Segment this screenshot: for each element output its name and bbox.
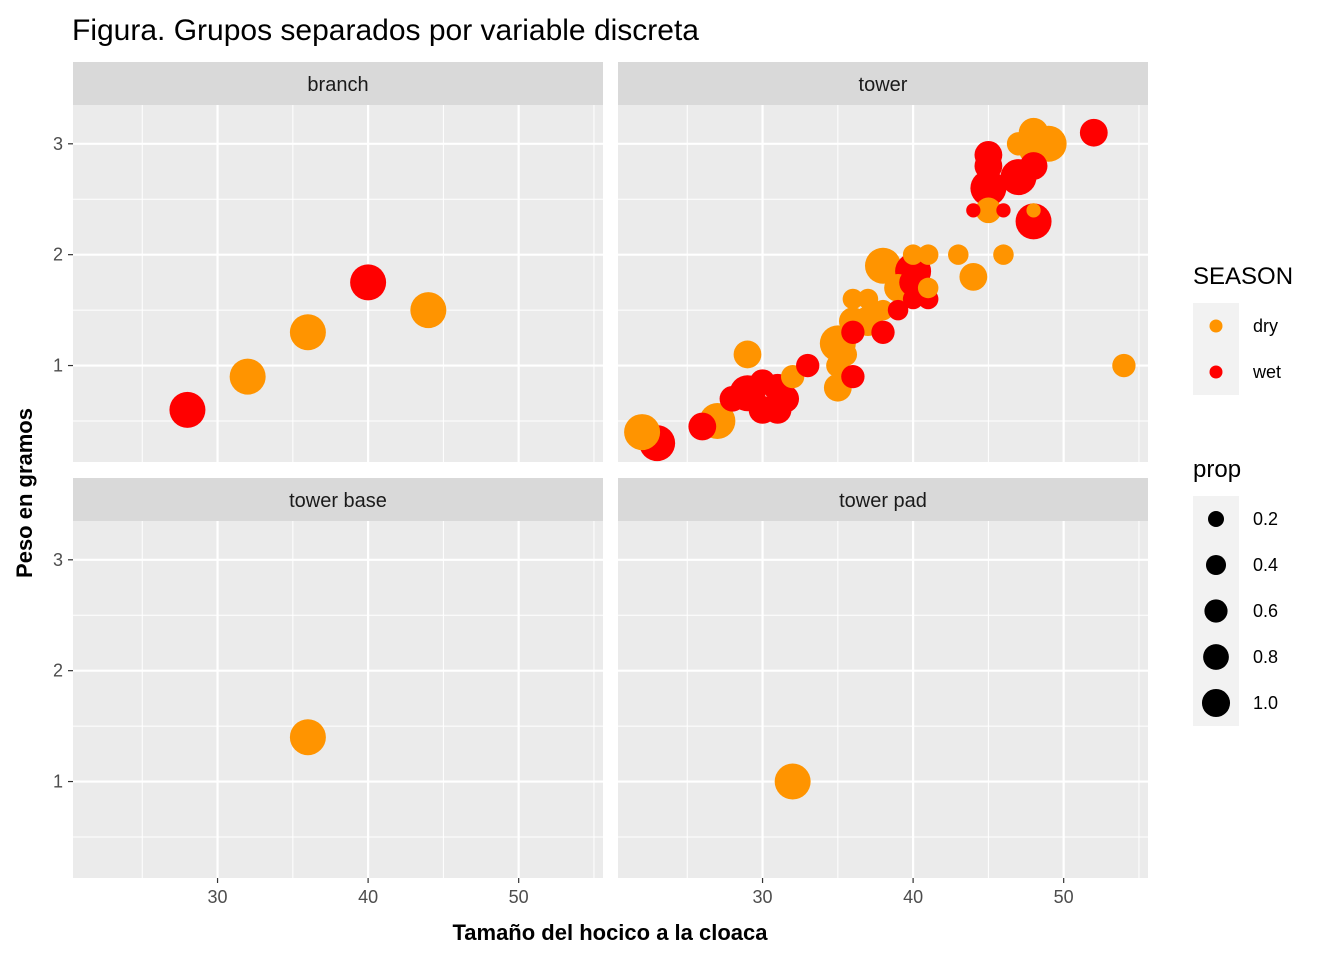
data-point-wet [796,353,820,378]
color-legend-title: SEASON [1193,263,1293,290]
facet-panel: tower base [73,478,603,878]
data-point-wet [841,364,865,389]
legend-size-key [1207,510,1225,528]
facet-strip [73,478,603,521]
data-point-wet [749,369,776,396]
facet-strip-label: tower [859,74,908,96]
data-point-dry [917,244,939,265]
legend-size-key [1205,554,1227,576]
data-point-dry [865,247,901,284]
facet-strip-label: tower base [289,490,387,512]
data-point-wet [966,203,981,218]
x-tick-label: 50 [509,887,529,907]
legend-size-label: 0.8 [1253,647,1278,667]
facet-strip [73,62,603,105]
data-point-dry [993,244,1014,265]
y-axis-ticks: 1 2 3 1 2 3 [53,134,73,792]
legend-key-wet [1209,365,1223,379]
data-point-wet [350,264,387,301]
y-tick-label: 1 [53,356,63,376]
legend-size-label: 0.6 [1253,601,1278,621]
data-point-dry [774,763,811,800]
data-point-dry [624,414,661,451]
legend-size-key [1201,688,1231,718]
plot-panel-background [618,521,1148,878]
data-point-wet [841,320,865,344]
data-point-dry [842,288,864,310]
x-tick-label: 30 [208,887,228,907]
data-point-wet [771,384,800,413]
legend-size-label: 0.4 [1253,555,1278,575]
data-point-dry [1026,203,1041,218]
data-point-wet [169,391,206,428]
x-tick-label: 40 [903,887,923,907]
data-point-wet [871,320,895,344]
y-tick-label: 2 [53,245,63,265]
legend-size-key [1204,599,1228,623]
facet-strip-label: branch [307,74,368,96]
facet-strip-label: tower pad [839,490,927,512]
data-point-wet [719,385,746,412]
data-point-dry [833,342,858,367]
x-axis-ticks: 30 40 50 30 40 50 [208,878,1074,907]
data-point-wet [1079,118,1108,147]
legend: SEASON dry wet prop 0.2 0.4 0.6 0.8 1.0 [1193,263,1293,726]
data-point-wet [970,170,1007,207]
data-point-dry [1112,353,1136,378]
data-point-dry [917,277,939,299]
facet-strip [618,478,1148,521]
legend-label-dry: dry [1253,316,1278,336]
data-point-wet [1015,203,1052,240]
legend-label-wet: wet [1252,362,1281,382]
data-point-wet [996,203,1011,218]
x-tick-label: 30 [753,887,773,907]
data-point-dry [872,299,894,321]
facet-panel: branch [73,62,603,462]
x-tick-label: 40 [358,887,378,907]
legend-key-dry [1209,319,1223,333]
data-point-dry [1006,132,1031,156]
chart-title: Figura. Grupos separados por variable di… [72,14,699,47]
data-point-dry [289,314,326,351]
data-point-wet [1019,152,1048,180]
panels-layer: branch tower tower base tower pad [73,62,1148,878]
data-point-dry [229,358,266,395]
x-axis-title: Tamaño del hocico a la cloaca [452,920,768,945]
facet-panel: tower [618,62,1148,462]
data-point-dry [289,719,326,756]
data-point-dry [975,197,1002,224]
data-point-dry [948,244,969,265]
size-legend-title: prop [1193,456,1241,483]
data-point-dry [857,288,879,310]
y-tick-label: 3 [53,134,63,154]
legend-size-label: 1.0 [1253,693,1278,713]
data-point-wet [887,299,909,321]
data-point-dry [733,340,762,369]
facet-panel: tower pad [618,478,1148,878]
plot-panel-background [73,105,603,462]
legend-size-key [1203,644,1229,670]
data-point-dry [410,292,447,329]
data-point-wet [688,412,717,441]
data-point-dry [959,262,988,291]
y-tick-label: 2 [53,661,63,681]
y-tick-label: 3 [53,550,63,570]
data-point-dry [902,244,924,265]
y-axis-title: Peso en gramos [12,408,37,578]
y-tick-label: 1 [53,772,63,792]
data-point-wet [902,288,924,310]
data-point-wet [974,140,1003,169]
facet-strip [618,62,1148,105]
plot-panel-background [73,521,603,878]
x-tick-label: 50 [1054,887,1074,907]
legend-size-label: 0.2 [1253,509,1278,529]
